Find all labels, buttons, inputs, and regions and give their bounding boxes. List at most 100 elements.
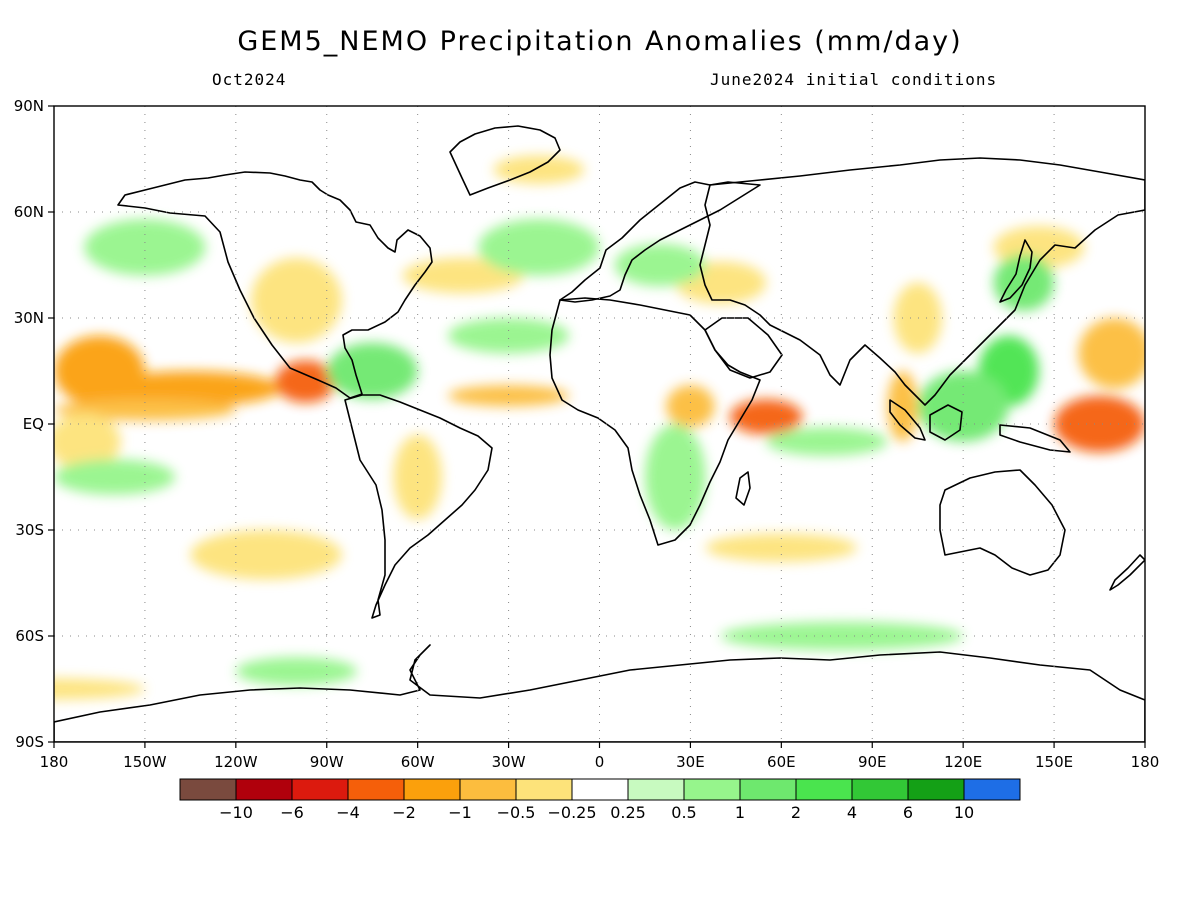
colorbar-swatch-4 [403, 778, 461, 801]
coast-japan [999, 239, 1033, 303]
anomaly-patch-26 [478, 219, 600, 276]
colorbar-label-2: −4 [336, 803, 360, 822]
anomaly-patch-28 [614, 243, 706, 287]
lon-label-1: 150W [123, 753, 167, 771]
colorbar-swatch-14 [963, 778, 1021, 801]
lon-label-4: 60W [401, 753, 435, 771]
colorbar-label-7: 0.25 [610, 803, 646, 822]
lon-label-0: 180 [40, 753, 69, 771]
colorbar-swatch-1 [235, 778, 293, 801]
latitude-labels: 90N 60N 30N EQ 30S 60S 90S [14, 97, 54, 751]
anomaly-patch-2 [275, 360, 336, 403]
anomaly-patch-13 [1054, 395, 1145, 453]
anomaly-patch-5 [250, 257, 342, 343]
lon-label-7: 30E [676, 753, 705, 771]
coast-north-america [117, 171, 433, 399]
longitude-labels: 180 150W 120W 90W 60W 30W 0 30E 60E 90E 120E 150E 18… [40, 742, 1160, 771]
colorbar-label-6: −0.25 [547, 803, 596, 822]
colorbar-label-4: −1 [448, 803, 472, 822]
anomaly-patch-23 [917, 371, 1009, 442]
coast-africa [549, 297, 761, 546]
lon-label-6: 0 [595, 753, 605, 771]
coast-australia [939, 469, 1066, 576]
lon-label-11: 150E [1035, 753, 1073, 771]
colorbar-swatch-12 [851, 778, 909, 801]
colorbar-swatch-10 [739, 778, 797, 801]
map-title: GEM5_NEMO Precipitation Anomalies (mm/da… [237, 26, 963, 57]
colorbar-label-11: 4 [847, 803, 857, 822]
colorbar-swatch-13 [907, 778, 965, 801]
coast-borneo [929, 404, 963, 441]
colorbar-swatch-3 [347, 778, 405, 801]
colorbar-swatch-2 [291, 778, 349, 801]
anomaly-patch-7 [447, 385, 570, 407]
lon-label-5: 30W [492, 753, 526, 771]
lat-label-2: 30N [14, 309, 44, 327]
colorbar-swatch-5 [459, 778, 517, 801]
colorbar-label-8: 0.5 [671, 803, 696, 822]
anomaly-patch-8 [393, 434, 442, 520]
colorbar-swatch-8 [627, 778, 685, 801]
coast-arabia [704, 317, 783, 379]
coast-europe [559, 181, 761, 303]
anomaly-patch-9 [190, 530, 342, 580]
lon-label-8: 60E [767, 753, 796, 771]
anomaly-patch-10 [729, 399, 803, 435]
anomaly-patch-20 [54, 678, 145, 700]
colorbar-label-1: −6 [280, 803, 304, 822]
anomaly-patch-4 [54, 413, 121, 470]
coast-new-zealand [1109, 554, 1145, 591]
lat-label-1: 60N [14, 203, 44, 221]
coast-new-guinea [999, 424, 1071, 453]
colorbar-swatch-11 [795, 778, 853, 801]
anomaly-patch-14 [1078, 318, 1145, 389]
colorbar-label-9: 1 [735, 803, 745, 822]
lon-label-9: 90E [858, 753, 887, 771]
colorbar-swatch-6 [515, 778, 573, 801]
lon-label-2: 120W [214, 753, 258, 771]
coast-sumatra [889, 399, 926, 441]
colorbar-label-0: −10 [219, 803, 253, 822]
anomaly-patch-3 [54, 399, 236, 421]
anomaly-patch-25 [766, 427, 888, 456]
initial-conditions-note: June2024 initial conditions [710, 70, 998, 89]
anomaly-patch-1 [99, 371, 282, 407]
coast-antarctica [54, 644, 1145, 742]
anomaly-patch-29 [84, 219, 206, 276]
colorbar-label-3: −2 [392, 803, 416, 822]
lon-label-3: 90W [310, 753, 344, 771]
colorbar-label-13: 10 [954, 803, 974, 822]
lon-label-12: 180 [1131, 753, 1160, 771]
colorbar-label-5: −0.5 [497, 803, 536, 822]
anomaly-field [54, 155, 1145, 700]
coast-south-america [344, 394, 493, 619]
coastlines [54, 125, 1145, 742]
colorbar-label-10: 2 [791, 803, 801, 822]
coast-asia [699, 157, 1145, 406]
anomaly-patch-15 [893, 282, 942, 354]
anomaly-patch-32 [644, 424, 706, 530]
anomaly-patch-6 [402, 257, 524, 294]
colorbar-swatch-7 [571, 778, 629, 801]
anomaly-patch-31 [235, 657, 358, 686]
lat-label-3: EQ [23, 415, 44, 433]
forecast-month: Oct2024 [212, 70, 287, 89]
colorbar-label-12: 6 [903, 803, 913, 822]
lat-label-4: 30S [15, 521, 44, 539]
colorbar: −10 −6 −4 −2 −1 −0.5 −0.25 0.25 0.5 1 2 4 6 10 [179, 778, 1021, 822]
coast-greenland [449, 125, 561, 196]
colorbar-swatch-0 [179, 778, 237, 801]
lon-label-10: 120E [944, 753, 982, 771]
anomaly-patch-11 [666, 385, 715, 428]
anomaly-patch-17 [493, 155, 585, 184]
anomaly-patch-33 [720, 621, 964, 651]
lat-label-6: 90S [15, 733, 44, 751]
lat-label-0: 90N [14, 97, 44, 115]
anomaly-patch-27 [447, 318, 570, 354]
colorbar-swatch-9 [683, 778, 741, 801]
coast-madagascar [735, 471, 751, 506]
anomaly-patch-19 [705, 533, 858, 562]
anomaly-patch-24 [54, 459, 176, 495]
lat-label-5: 60S [15, 627, 44, 645]
